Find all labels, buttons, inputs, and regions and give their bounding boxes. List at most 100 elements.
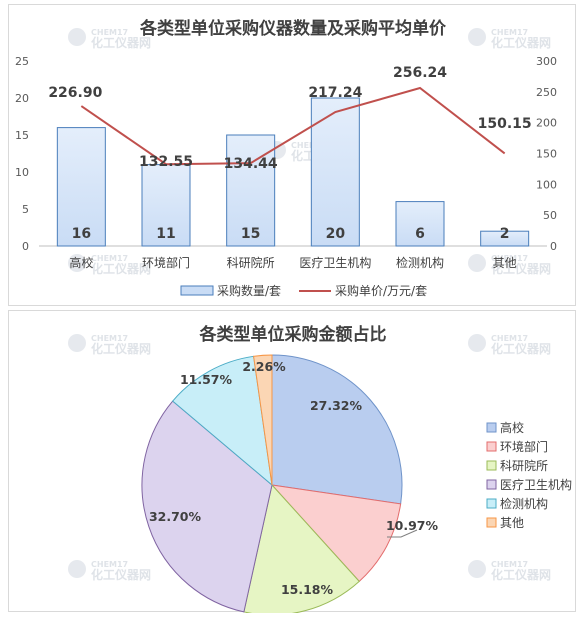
left-axis-tick: 10: [15, 166, 29, 179]
pie-slice-label: 27.32%: [310, 398, 363, 413]
watermark-text: CHEM17: [91, 334, 128, 343]
pie-slice: [141, 400, 273, 613]
pie-slice-label: 32.70%: [149, 509, 202, 524]
bar-data-label: 16: [72, 226, 91, 242]
legend-swatch: [486, 441, 497, 452]
watermark-logo-icon: [468, 334, 486, 352]
bar-data-label: 6: [415, 226, 425, 242]
watermark-group: CHEM17化工仪器网CHEM17化工仪器网CHEM17化工仪器网CHEM17化…: [68, 28, 551, 276]
bar: [395, 201, 445, 247]
pie-slice-labels: 27.32% 10.97% 15.18% 32.70% 11.57% 2.26%: [149, 359, 439, 597]
pie-leader-line: [387, 529, 418, 538]
right-axis-tick: 150: [536, 148, 557, 161]
watermark-text: CHEM17: [91, 254, 128, 263]
bar-data-label: 2: [500, 226, 510, 242]
bar-data-label: 11: [156, 226, 175, 242]
watermark-text: 化工仪器网: [91, 35, 151, 50]
watermark-logo-icon: [468, 28, 486, 46]
legend-swatch: [486, 479, 497, 490]
watermark-text: CHEM17: [91, 28, 128, 37]
watermark-logo-icon: [468, 560, 486, 578]
watermark-text: 化工仪器网: [91, 567, 151, 582]
legend-label: 环境部门: [500, 439, 548, 454]
bar-data-label: 20: [326, 226, 346, 242]
pie-chart-panel: CHEM17 化工仪器网 CHEM17 化工仪器网 CHEM17 化工仪器网 CHEM17 化…: [8, 310, 576, 613]
legend-label: 高校: [500, 420, 524, 435]
watermark-text: 化工仪器网: [91, 261, 151, 276]
bar-line-chart-panel: CHEM17化工仪器网CHEM17化工仪器网CHEM17化工仪器网CHEM17化…: [8, 4, 576, 306]
line-series-group: 226.90 132.55 134.44 217.24 256.24 150.15: [48, 65, 531, 172]
category-labels: 高校 环境部门 科研院所 医疗卫生机构 检测机构 其他: [69, 255, 516, 270]
pie-slice: [271, 354, 403, 505]
watermark-logo-icon: [68, 28, 86, 46]
bar: [141, 164, 191, 247]
pie-slice: [243, 483, 360, 613]
bar-line-chart: CHEM17化工仪器网CHEM17化工仪器网CHEM17化工仪器网CHEM17化…: [15, 18, 557, 298]
bar: [56, 127, 106, 247]
watermark-logo-icon: [68, 254, 86, 272]
category-label: 其他: [493, 256, 517, 270]
pie-slice-label: 2.26%: [242, 359, 286, 374]
watermark-text: 化工仪器网: [491, 35, 551, 50]
right-axis-tick: 0: [550, 240, 557, 253]
bars-group: 16 11 15 20 6 2: [39, 97, 547, 247]
watermark-logo-icon: [68, 334, 86, 352]
left-axis-tick: 15: [15, 129, 29, 142]
watermark-text: 化工仪器网: [491, 341, 551, 356]
legend-label: 科研院所: [500, 459, 548, 473]
line-data-label: 256.24: [393, 65, 447, 81]
line-data-label: 134.44: [224, 156, 278, 172]
legend-swatch: [486, 422, 497, 433]
category-label: 科研院所: [227, 256, 275, 270]
watermark-logo-icon: [68, 560, 86, 578]
left-axis-tick: 0: [22, 240, 29, 253]
left-axis-ticks: 0 5 10 15 20 25: [15, 55, 29, 253]
watermark-text: 化工仪器网: [491, 261, 551, 276]
pie-slice: [270, 484, 402, 583]
pie-slice-label: 11.57%: [180, 372, 233, 387]
left-axis-tick: 20: [15, 92, 29, 105]
watermark-logo-icon: [468, 254, 486, 272]
watermark-text: CHEM17: [491, 560, 528, 569]
watermark-text: CHEM17: [491, 254, 528, 263]
category-label: 高校: [69, 255, 93, 270]
legend-swatch: [486, 460, 497, 471]
category-label: 检测机构: [396, 255, 444, 270]
legend-label: 医疗卫生机构: [500, 477, 572, 492]
watermark-text: 化工仪器网: [491, 567, 551, 582]
line-data-label: 217.24: [308, 85, 362, 101]
legend-swatch: [486, 517, 497, 528]
line-data-label: 226.90: [48, 85, 102, 101]
pie-chart-title: 各类型单位采购金额占比: [199, 324, 387, 345]
left-axis-tick: 5: [22, 203, 29, 216]
category-label: 医疗卫生机构: [299, 255, 371, 270]
right-axis-tick: 100: [536, 178, 557, 191]
pie-slice-label: 15.18%: [281, 582, 334, 597]
right-axis-tick: 300: [536, 55, 557, 68]
watermark-text: CHEM17: [491, 334, 528, 343]
legend-swatch-bar: [180, 285, 214, 296]
legend-label: 检测机构: [500, 496, 548, 511]
legend-swatch: [486, 498, 497, 509]
legend-label-line: 采购单价/万元/套: [335, 283, 427, 298]
line-data-label: 132.55: [139, 154, 193, 170]
bar-chart-title: 各类型单位采购仪器数量及采购平均单价: [139, 18, 447, 39]
pie-slice: [172, 355, 273, 487]
legend-label-bar: 采购数量/套: [217, 283, 281, 298]
bar: [480, 230, 530, 247]
pie-slice: [253, 354, 273, 486]
watermark-text: 化工仪器网: [91, 341, 151, 356]
bar-data-label: 15: [241, 226, 260, 242]
line-data-label: 150.15: [478, 116, 532, 132]
right-axis-ticks: 0 50 100 150 200 250 300: [536, 55, 557, 253]
right-axis-tick: 50: [543, 209, 557, 222]
bar-chart-legend: 采购数量/套 采购单价/万元/套: [180, 283, 427, 298]
category-label: 环境部门: [142, 255, 190, 270]
right-axis-tick: 200: [536, 117, 557, 130]
pie-chart: CHEM17化工仪器网CHEM17化工仪器网CHEM17化工仪器网CHEM17化…: [68, 324, 572, 613]
left-axis-tick: 25: [15, 55, 29, 68]
bar: [310, 97, 360, 247]
legend-label: 其他: [500, 516, 524, 530]
right-axis-tick: 250: [536, 86, 557, 99]
line-series: [80, 86, 506, 166]
